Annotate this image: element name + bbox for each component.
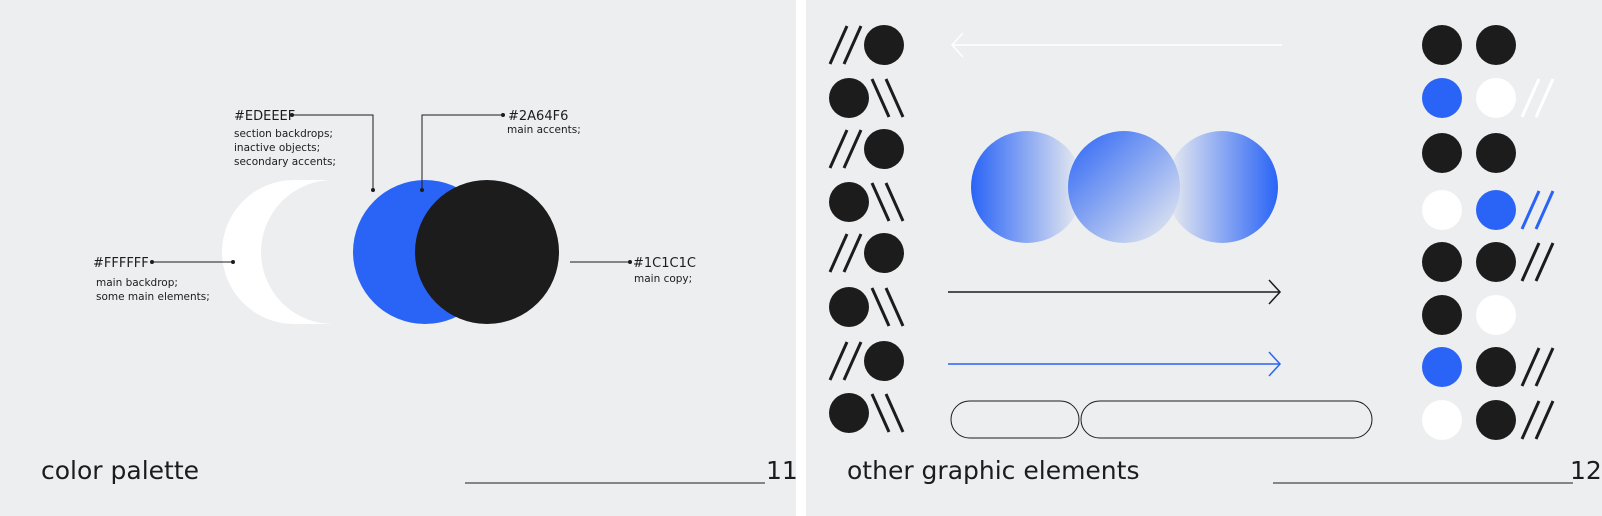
desc-ffffff: main backdrop; some main elements; [96,276,210,304]
slide-title: color palette [41,456,200,485]
hex-label-2a64f6: #2A64F6 [508,109,569,124]
dark-circle [415,180,559,324]
desc-line: main copy; [634,273,693,285]
slash-circle-row [828,233,904,273]
desc-edeeef: section backdrops; inactive objects; sec… [234,127,336,169]
arrow-left-white [950,32,1282,58]
circle-backslash-row [829,393,905,433]
arrow-right-blue [948,351,1282,377]
hex-label-ffffff: #FFFFFF [93,256,149,271]
desc-line: section backdrops; [234,128,333,140]
desc-line: main accents; [507,124,581,136]
slash-circle-row [828,25,904,65]
desc-line: inactive objects; [234,142,321,154]
desc-line: main backdrop; [96,277,178,289]
gradient-circles [971,131,1278,243]
hex-label-edeeef: #EDEEEF [234,109,296,124]
graphic-elements-diagram [828,25,1573,484]
arrow-right-dark [948,279,1282,305]
slash-circle-row [828,341,904,381]
pill-outline-short [950,400,1080,439]
circle-backslash-row [829,78,905,118]
white-crescent-shape [222,180,333,324]
slide-color-palette: #FFFFFF main backdrop; some main element… [0,0,796,516]
circle-backslash-row [829,287,905,327]
desc-line: secondary accents; [234,156,336,168]
pill-outline-long [1080,400,1373,439]
desc-2a64f6: main accents; [507,123,581,137]
page-number: 11 [766,456,796,485]
hex-label-1c1c1c: #1C1C1C [633,256,696,271]
page-number: 12 [1570,456,1602,485]
desc-1c1c1c: main copy; [634,272,692,286]
palette-diagram [150,113,765,484]
slide-title: other graphic elements [847,456,1140,485]
slide-graphic-elements: other graphic elements 12 [806,0,1602,516]
dot-grid [1422,25,1555,440]
leader-line-2a64f6 [420,113,505,192]
slash-circle-row [828,129,904,169]
circle-backslash-row [829,182,905,222]
leader-line-1c1c1c [570,260,632,264]
slash-circle-column [828,25,905,433]
desc-line: some main elements; [96,291,210,303]
leader-line-ffffff [150,260,235,264]
leader-line-edeeef [290,113,375,192]
